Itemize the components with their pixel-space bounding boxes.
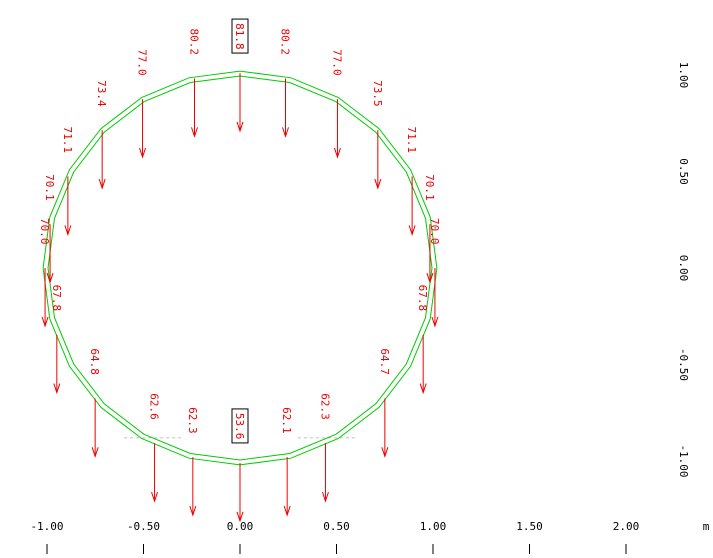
load-value-label: 62.1 bbox=[280, 407, 293, 434]
arrow-head bbox=[333, 147, 341, 159]
load-value-label: 67.8 bbox=[50, 285, 63, 312]
x-tick-label: 2.00 bbox=[613, 520, 640, 533]
load-arrow bbox=[53, 334, 61, 395]
load-arrow bbox=[151, 443, 159, 503]
load-value-label: 64.7 bbox=[378, 348, 391, 375]
load-arrow bbox=[321, 443, 329, 503]
load-arrow bbox=[282, 78, 289, 138]
load-arrow bbox=[431, 268, 439, 328]
load-value-label: 70.1 bbox=[423, 174, 436, 201]
load-value-label: 62.3 bbox=[186, 407, 199, 434]
arrow-head bbox=[408, 225, 416, 236]
arrow-head bbox=[431, 316, 439, 328]
arrow-head bbox=[419, 383, 427, 395]
x-tick-label: 1.50 bbox=[516, 520, 543, 533]
load-value-label: 77.0 bbox=[330, 49, 343, 76]
y-tick-label: 0.50 bbox=[677, 158, 690, 185]
load-arrow bbox=[191, 78, 198, 138]
load-arrow bbox=[236, 73, 244, 133]
arrow-head bbox=[98, 178, 106, 190]
load-arrow bbox=[91, 398, 99, 458]
arrow-head bbox=[282, 127, 289, 138]
arrow-head bbox=[236, 511, 244, 523]
load-value-label: 62.3 bbox=[318, 393, 331, 420]
y-tick-label: 1.00 bbox=[677, 62, 690, 89]
y-tick-label: 0.00 bbox=[677, 255, 690, 282]
ring-outer bbox=[42, 70, 438, 466]
load-arrow bbox=[283, 457, 291, 517]
arrow-head bbox=[53, 383, 61, 395]
load-arrow bbox=[419, 334, 427, 395]
load-arrow bbox=[98, 130, 106, 190]
load-value-label: 53.6 bbox=[233, 413, 246, 440]
arrow-head bbox=[381, 447, 389, 458]
load-value-label: 70.1 bbox=[43, 174, 56, 201]
load-value-label: 73.4 bbox=[95, 80, 108, 107]
arrow-head bbox=[236, 121, 244, 133]
x-tick-label: 0.00 bbox=[227, 520, 254, 533]
arrow-head bbox=[189, 505, 197, 517]
x-tick-label: -1.00 bbox=[30, 520, 63, 533]
arrow-head bbox=[191, 127, 198, 138]
load-value-box bbox=[231, 18, 249, 54]
load-value-label: 80.2 bbox=[187, 28, 200, 55]
load-value-label: 62.6 bbox=[148, 393, 161, 420]
load-value-label: 64.8 bbox=[88, 348, 101, 375]
arrow-head bbox=[41, 316, 49, 328]
arrow-head bbox=[374, 178, 382, 190]
load-arrow bbox=[381, 398, 389, 458]
arrow-head bbox=[283, 505, 291, 517]
x-axis-unit: m bbox=[703, 520, 710, 533]
load-arrow bbox=[374, 130, 382, 190]
arrow-head bbox=[91, 447, 99, 458]
load-value-label: 73.5 bbox=[371, 80, 384, 107]
load-value-label: 67.8 bbox=[416, 285, 429, 312]
y-tick-label: -0.50 bbox=[677, 348, 690, 381]
load-arrow bbox=[139, 99, 147, 159]
x-tick-label: 1.00 bbox=[420, 520, 447, 533]
load-arrow bbox=[333, 99, 341, 159]
arrow-head bbox=[139, 147, 147, 159]
load-value-label: 71.1 bbox=[61, 126, 74, 152]
arrow-head bbox=[321, 491, 329, 503]
load-arrow bbox=[41, 268, 49, 328]
load-arrow bbox=[426, 224, 434, 284]
load-arrow bbox=[189, 457, 197, 517]
load-arrow bbox=[64, 176, 72, 236]
arrow-head bbox=[426, 272, 434, 284]
ring-inner bbox=[47, 75, 433, 461]
load-arrow bbox=[46, 224, 54, 284]
load-value-box bbox=[231, 408, 249, 444]
load-value-label: 80.2 bbox=[279, 28, 292, 55]
y-tick-label: -1.00 bbox=[677, 444, 690, 477]
load-value-label: 70.0 bbox=[428, 218, 441, 245]
load-arrow bbox=[236, 462, 244, 523]
load-value-label: 81.8 bbox=[233, 23, 246, 50]
arrow-head bbox=[151, 491, 159, 503]
arrow-head bbox=[64, 225, 72, 236]
x-tick-label: -0.50 bbox=[127, 520, 160, 533]
arrow-head bbox=[46, 272, 54, 284]
load-value-label: 71.1 bbox=[405, 126, 418, 152]
load-arrow bbox=[408, 176, 416, 236]
load-value-label: 70.0 bbox=[38, 218, 51, 245]
x-tick-label: 0.50 bbox=[323, 520, 350, 533]
load-value-label: 77.0 bbox=[136, 49, 149, 76]
